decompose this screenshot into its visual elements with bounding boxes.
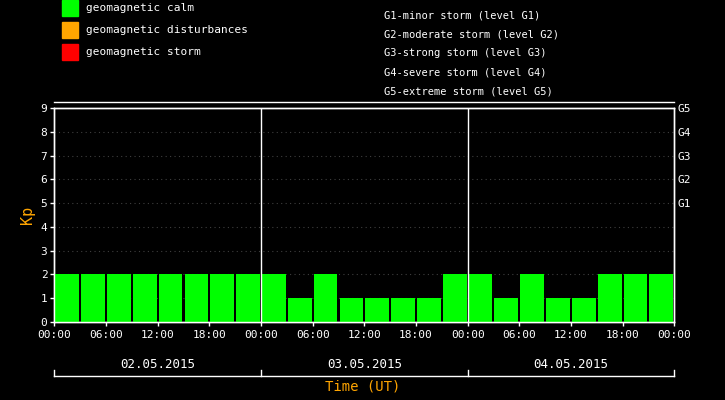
Bar [185,274,208,322]
Bar [392,298,415,322]
Bar [468,274,492,322]
Text: 02.05.2015: 02.05.2015 [120,358,195,371]
Text: G4-severe storm (level G4): G4-severe storm (level G4) [384,68,547,78]
Bar [236,274,260,322]
Bar [572,298,596,322]
Bar [417,298,441,322]
Bar [314,274,337,322]
Bar [650,274,674,322]
Text: Time (UT): Time (UT) [325,380,400,394]
Bar [521,274,544,322]
Text: G2-moderate storm (level G2): G2-moderate storm (level G2) [384,29,559,39]
Y-axis label: Kp: Kp [20,206,35,224]
Bar [262,274,286,322]
Text: geomagnetic disturbances: geomagnetic disturbances [86,25,248,35]
Bar [365,298,389,322]
Text: G1-minor storm (level G1): G1-minor storm (level G1) [384,10,541,20]
Bar [55,274,79,322]
Bar [494,298,518,322]
Bar [210,274,234,322]
Bar [546,298,570,322]
Bar [107,274,130,322]
Text: G3-strong storm (level G3): G3-strong storm (level G3) [384,48,547,58]
Text: geomagnetic calm: geomagnetic calm [86,3,194,13]
Bar [159,274,183,322]
Bar [443,274,467,322]
Text: geomagnetic storm: geomagnetic storm [86,47,201,57]
Text: 03.05.2015: 03.05.2015 [327,358,402,371]
Bar [598,274,621,322]
Bar [288,298,312,322]
Bar [133,274,157,322]
Bar [624,274,647,322]
Text: 04.05.2015: 04.05.2015 [534,358,608,371]
Bar [81,274,105,322]
Text: G5-extreme storm (level G5): G5-extreme storm (level G5) [384,87,553,97]
Bar [339,298,363,322]
